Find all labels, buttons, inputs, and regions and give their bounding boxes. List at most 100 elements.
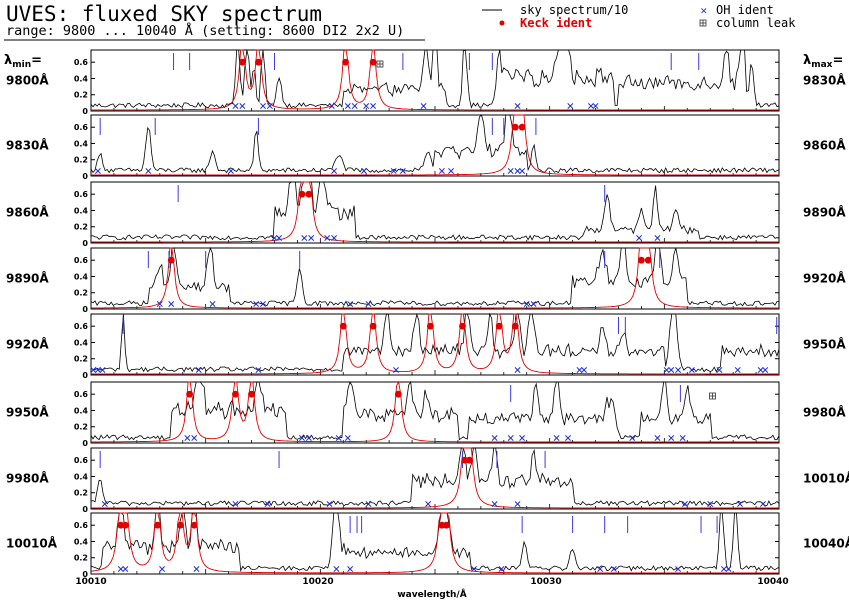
oh-ident-marker xyxy=(581,367,588,373)
oh-ident-marker xyxy=(592,103,599,109)
y-tick-label: 0.2 xyxy=(74,223,88,232)
svg-text:λmax=: λmax= xyxy=(803,53,843,70)
legend-oh-marker: ✕ xyxy=(700,7,708,17)
keck-ident-marker xyxy=(232,390,239,398)
lambda-max-label: 10040Å xyxy=(803,536,849,551)
legend-leak-marker xyxy=(699,19,707,27)
y-tick-label: 0 xyxy=(82,305,88,314)
keck-model-line xyxy=(91,181,779,243)
oh-ident-marker xyxy=(757,367,764,373)
oh-ident-marker xyxy=(94,367,101,373)
oh-ident-marker xyxy=(94,168,101,174)
oh-ident-marker xyxy=(195,367,202,373)
oh-ident-marker xyxy=(425,501,432,507)
oh-ident-marker xyxy=(491,501,498,507)
oh-ident-marker xyxy=(587,103,594,109)
oh-ident-marker xyxy=(610,566,617,572)
lambda-max-label: 9920Å xyxy=(803,271,846,286)
oh-ident-marker xyxy=(260,103,266,109)
oh-ident-marker xyxy=(331,235,338,241)
keck-ident-marker xyxy=(154,521,161,529)
keck-ident-marker xyxy=(255,58,262,66)
panel-4: 9920Å 9950Å 0 0.2 0.4 0.6 xyxy=(6,312,846,380)
oh-ident-marker xyxy=(759,501,766,507)
lmin-subscript: min xyxy=(12,60,31,70)
oh-ident-marker xyxy=(365,301,372,307)
oh-ident-marker xyxy=(193,566,200,572)
oh-ident-marker xyxy=(679,435,686,441)
y-tick-label: 0.2 xyxy=(74,554,88,563)
y-tick-label: 0 xyxy=(82,239,88,248)
legend-leak-label: column leak xyxy=(716,16,796,30)
oh-ident-marker xyxy=(471,566,477,572)
panel-0: 9800Å 9830Å 0 0.2 0.4 0.6 xyxy=(6,49,846,116)
oh-ident-marker xyxy=(399,168,406,174)
oh-ident-marker xyxy=(663,367,670,373)
y-tick-label: 0.2 xyxy=(74,156,88,165)
keck-model-line xyxy=(91,114,779,176)
oh-ident-marker xyxy=(351,103,358,109)
y-tick-label: 0.4 xyxy=(74,406,89,415)
oh-ident-marker xyxy=(420,103,427,109)
oh-ident-marker xyxy=(707,501,714,507)
oh-ident-marker xyxy=(682,501,688,507)
keck-ident-marker xyxy=(342,58,349,66)
y-tick-label: 0.4 xyxy=(74,537,89,546)
keck-ident-marker xyxy=(177,521,184,529)
oh-ident-marker xyxy=(344,435,351,441)
sky-spectrum-line xyxy=(90,246,779,307)
oh-ident-marker xyxy=(507,168,514,174)
lambda-min-label: 9890Å xyxy=(6,271,49,286)
y-tick-label: 0.2 xyxy=(74,355,88,364)
panel-2: 9860Å 9890Å 0 0.2 0.4 0.6 xyxy=(6,181,846,248)
y-tick-label: 0 xyxy=(82,107,88,116)
lambda-min-label: 9830Å xyxy=(6,138,49,153)
oh-ident-marker xyxy=(271,235,278,241)
oh-ident-marker xyxy=(324,235,331,241)
oh-ident-marker xyxy=(390,168,397,174)
keck-ident-marker xyxy=(459,322,466,330)
oh-ident-marker xyxy=(370,103,377,109)
chart-title: UVES: fluxed SKY spectrum xyxy=(6,2,322,26)
oh-ident-marker xyxy=(737,501,743,507)
sky-spectrum-line xyxy=(90,512,780,573)
y-tick-label: 0 xyxy=(82,439,88,448)
oh-ident-marker xyxy=(266,103,273,109)
oh-ident-marker xyxy=(498,566,505,572)
x-axis-label: wavelength/Å xyxy=(397,589,466,600)
keck-ident-marker xyxy=(466,456,473,464)
oh-ident-marker xyxy=(654,235,661,241)
lambda-max-label: 10010Å xyxy=(803,471,849,486)
lambda-max-label: 9950Å xyxy=(803,337,846,352)
oh-ident-marker xyxy=(734,367,741,373)
lambda-max-label: 9860Å xyxy=(803,138,846,153)
oh-ident-marker xyxy=(227,168,234,174)
keck-model-line xyxy=(90,512,779,574)
oh-ident-marker xyxy=(365,501,372,507)
oh-ident-marker xyxy=(260,301,266,307)
panels: 9800Å 9830Å 0 0.2 0.4 0.6 9830Å 9860Å 0 0.2 0.4 0.6… xyxy=(6,49,849,579)
lambda-min-label: 9800Å xyxy=(6,73,49,88)
x-tick-label-10010: 10010 xyxy=(75,577,106,587)
oh-ident-marker xyxy=(762,367,769,373)
sky-spectrum-line xyxy=(90,380,780,441)
x-tick-label-10040: 10040 xyxy=(757,577,788,587)
oh-ident-marker xyxy=(491,435,498,441)
y-tick-label: 0.6 xyxy=(74,456,89,465)
keck-ident-marker xyxy=(248,390,255,398)
sky-spectrum-line xyxy=(90,49,780,109)
sky-spectrum-line xyxy=(90,312,780,373)
oh-ident-marker xyxy=(688,367,695,373)
oh-ident-marker xyxy=(716,367,723,373)
y-tick-label: 0.2 xyxy=(74,423,88,432)
oh-ident-marker xyxy=(636,235,643,241)
keck-ident-marker xyxy=(298,190,306,198)
panel-frame xyxy=(90,49,780,112)
oh-ident-marker xyxy=(514,501,521,507)
keck-model-line xyxy=(91,313,779,375)
oh-ident-marker xyxy=(90,367,97,373)
oh-ident-marker xyxy=(184,435,191,441)
keck-ident-marker xyxy=(495,322,503,330)
oh-ident-marker xyxy=(514,367,521,373)
